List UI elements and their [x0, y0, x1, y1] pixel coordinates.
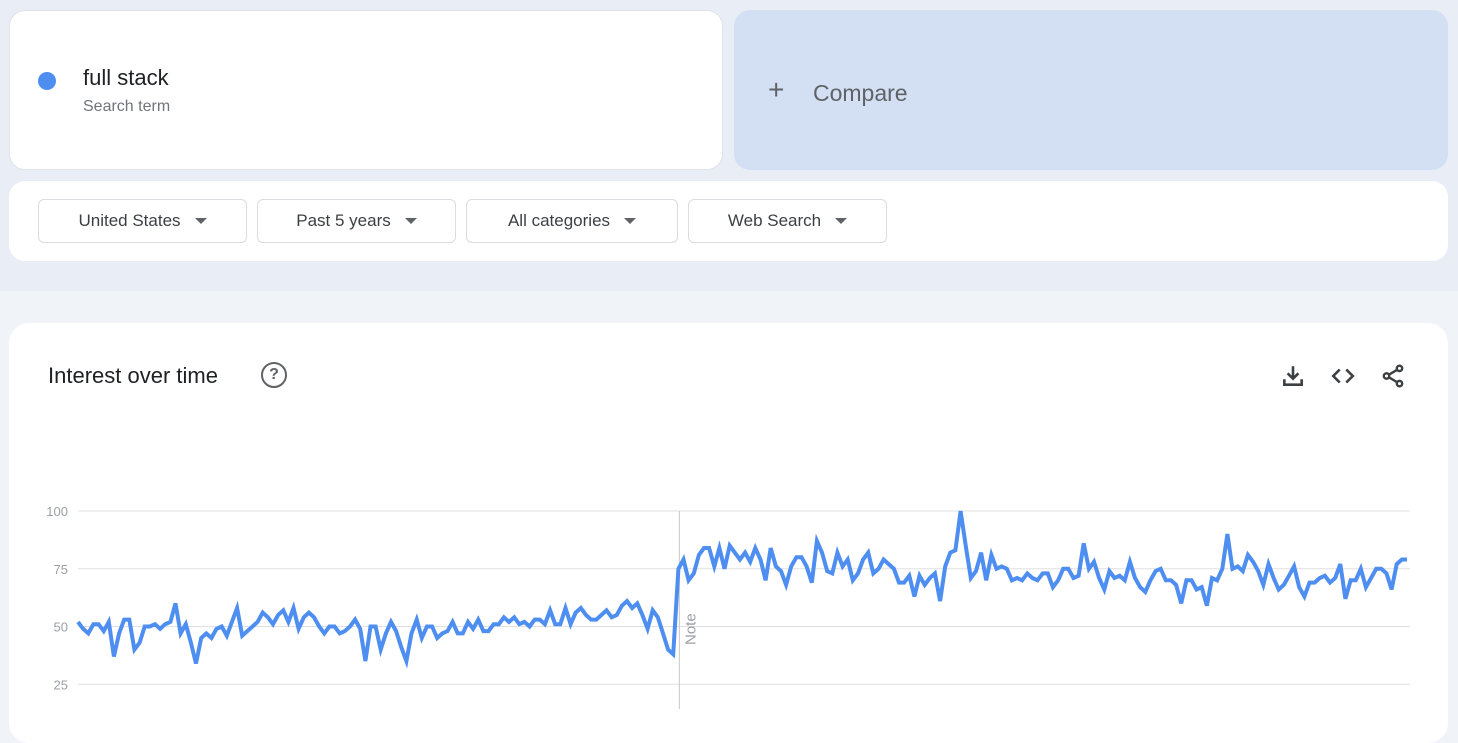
- note-label[interactable]: Note: [682, 613, 699, 645]
- y-tick-label: 75: [54, 562, 68, 577]
- interest-line-chart: 100 75 50 25 Note: [0, 0, 1458, 709]
- y-tick-label: 100: [46, 504, 68, 519]
- y-tick-label: 50: [54, 620, 68, 635]
- series-line-full-stack[interactable]: [78, 511, 1407, 664]
- y-tick-label: 25: [54, 677, 68, 692]
